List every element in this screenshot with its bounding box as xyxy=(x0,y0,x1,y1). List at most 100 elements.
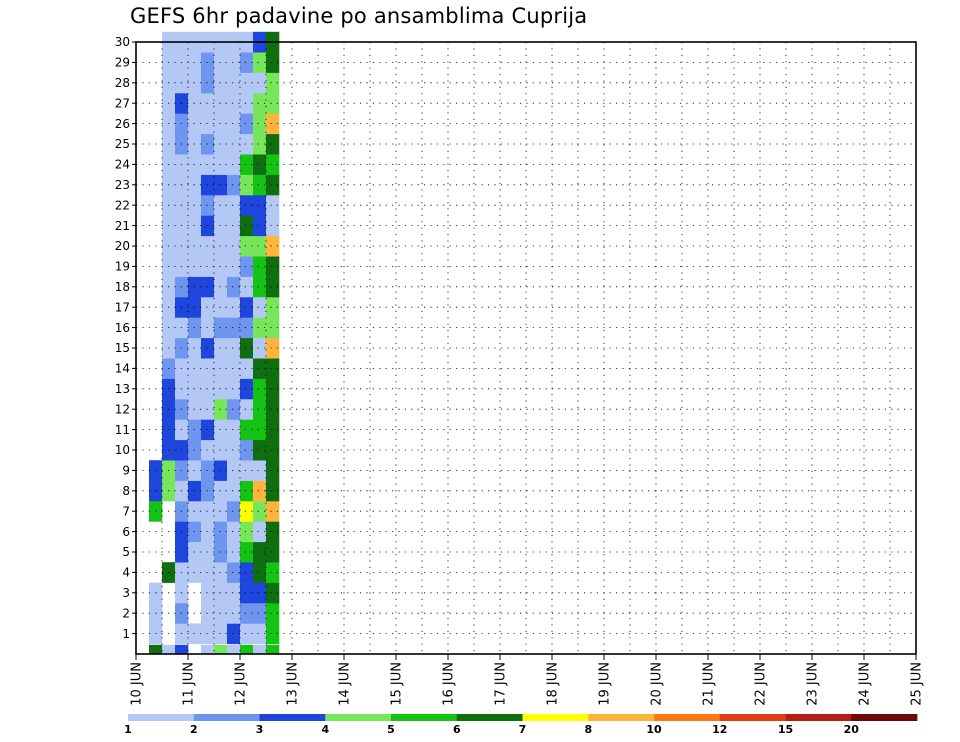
precip-cell xyxy=(240,562,254,583)
precip-cell xyxy=(253,337,267,359)
precip-cell xyxy=(240,378,254,400)
precip-cell xyxy=(240,541,254,563)
precip-cell xyxy=(240,174,254,196)
precip-cell xyxy=(201,541,215,563)
colorbar: 1 2 3 4 5 6 7 8 10 12 15 20 xyxy=(124,714,918,736)
precip-cell xyxy=(214,623,228,645)
precip-cell xyxy=(149,644,163,655)
precip-cell xyxy=(214,215,228,237)
precip-cell xyxy=(201,358,215,379)
precip-cell xyxy=(253,541,267,563)
precip-cell xyxy=(266,419,280,441)
precip-cell xyxy=(227,582,241,604)
precip-cell xyxy=(266,399,280,420)
y-tick-label: 7 xyxy=(122,504,130,518)
precip-cell xyxy=(266,113,280,135)
colorbar-swatch xyxy=(128,714,195,721)
colorbar-swatch xyxy=(588,714,655,721)
precip-cell xyxy=(227,133,241,155)
precip-cell xyxy=(253,603,267,624)
precip-cell xyxy=(227,623,241,645)
precip-cell xyxy=(227,419,241,441)
precip-cell xyxy=(214,419,228,441)
x-tick-label: 19 JUN xyxy=(598,662,613,706)
x-tick-label: 20 JUN xyxy=(650,662,665,706)
colorbar-swatch xyxy=(719,714,786,721)
precip-cell xyxy=(214,562,228,583)
precip-cell xyxy=(266,644,280,655)
cells-layer xyxy=(149,31,280,655)
x-tick-label: 13 JUN xyxy=(286,662,301,706)
precip-cell xyxy=(214,337,228,359)
colorbar-label: 8 xyxy=(584,723,592,736)
precip-cell xyxy=(266,480,280,502)
x-tick-label: 11 JUN xyxy=(182,662,197,706)
precip-cell xyxy=(214,399,228,420)
y-tick-label: 18 xyxy=(115,280,130,294)
precip-cell xyxy=(266,623,280,645)
precip-cell xyxy=(253,93,267,114)
precip-cell xyxy=(201,72,215,94)
precip-cell xyxy=(253,317,267,339)
precip-cell xyxy=(227,235,241,257)
chart-title: GEFS 6hr padavine po ansamblima Cuprija xyxy=(130,4,588,28)
colorbar-swatch xyxy=(391,714,458,721)
precip-cell xyxy=(240,235,254,257)
precip-cell xyxy=(227,501,241,522)
y-tick-label: 21 xyxy=(115,219,130,233)
colorbar-label: 1 xyxy=(124,723,132,736)
y-tick-label: 12 xyxy=(115,402,130,416)
colorbar-swatch xyxy=(456,714,523,721)
precip-cell xyxy=(227,644,241,655)
precip-cell xyxy=(162,644,176,655)
x-tick-label: 18 JUN xyxy=(546,662,561,706)
precip-cell xyxy=(266,337,280,359)
y-tick-label: 19 xyxy=(115,260,130,274)
colorbar-swatch xyxy=(785,714,852,721)
colorbar-swatch xyxy=(325,714,392,721)
precip-cell xyxy=(240,72,254,94)
precip-cell xyxy=(201,276,215,298)
precip-cell xyxy=(240,358,254,379)
precip-cell xyxy=(253,215,267,237)
precip-cell xyxy=(227,174,241,196)
precip-cell xyxy=(227,215,241,237)
precip-cell xyxy=(227,399,241,420)
precip-cell xyxy=(214,93,228,114)
precip-cell xyxy=(214,480,228,502)
precip-cell xyxy=(201,133,215,155)
precip-cell xyxy=(240,195,254,216)
precip-cell xyxy=(253,154,267,175)
precip-cell xyxy=(253,276,267,298)
precip-cell xyxy=(253,644,267,655)
precip-cell xyxy=(266,52,280,73)
precip-cell xyxy=(227,480,241,502)
precip-cell xyxy=(240,52,254,73)
y-tick-label: 24 xyxy=(115,158,130,172)
precip-cell xyxy=(266,501,280,522)
precip-cell xyxy=(266,378,280,400)
precip-cell xyxy=(240,460,254,481)
precip-cell xyxy=(227,195,241,216)
precip-cell xyxy=(201,582,215,604)
precip-cell xyxy=(227,378,241,400)
precip-cell xyxy=(201,195,215,216)
y-tick-label: 25 xyxy=(115,137,130,151)
y-tick-label: 30 xyxy=(115,35,130,49)
y-tick-label: 3 xyxy=(122,586,130,600)
colorbar-swatch xyxy=(851,714,918,721)
precip-cell xyxy=(201,256,215,277)
precip-cell xyxy=(253,501,267,522)
y-tick-label: 16 xyxy=(115,321,130,335)
precip-cell xyxy=(240,337,254,359)
precip-cell xyxy=(201,623,215,645)
precip-cell xyxy=(214,358,228,379)
precip-cell xyxy=(214,378,228,400)
precip-cell xyxy=(240,399,254,420)
y-tick-label: 11 xyxy=(115,423,130,437)
precip-cell xyxy=(240,439,254,461)
precip-cell xyxy=(227,297,241,318)
precip-cell xyxy=(201,174,215,196)
precip-cell xyxy=(240,419,254,441)
precip-cell xyxy=(253,439,267,461)
